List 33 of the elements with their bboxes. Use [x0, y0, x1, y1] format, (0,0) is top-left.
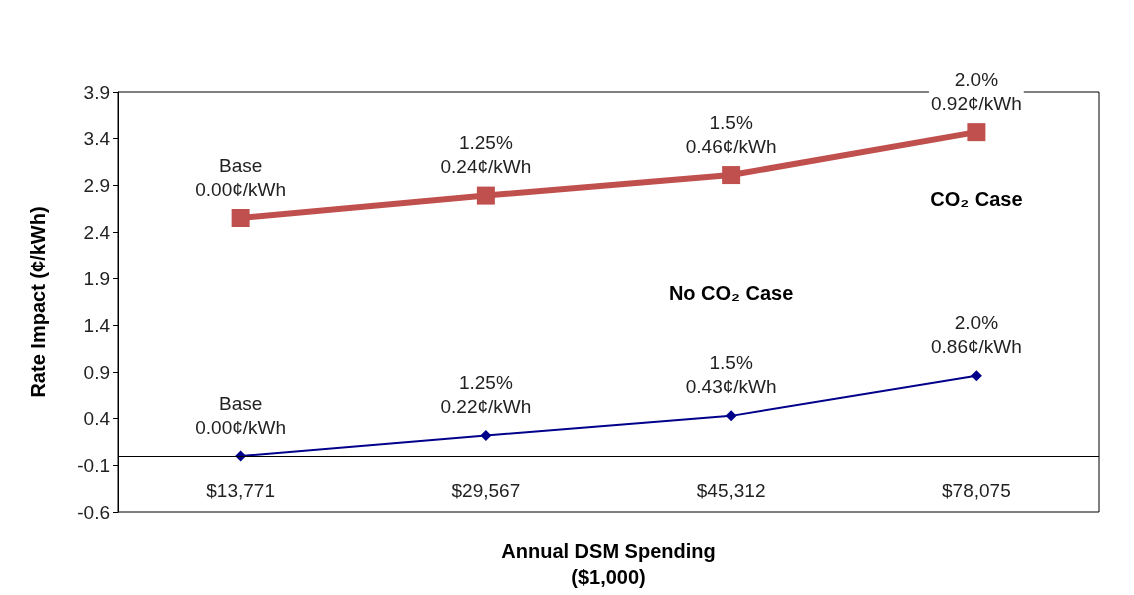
y-tick-label: 0.4: [83, 408, 111, 430]
y-tick-label: 1.4: [83, 314, 111, 336]
annotation: 2.0% 0.86¢/kWh: [930, 312, 1022, 358]
point: [476, 186, 495, 205]
x-axis-title: Annual DSM Spending ($1,000): [501, 540, 716, 588]
annotation: 1.5% 0.46¢/kWh: [685, 111, 777, 157]
x-tick-label: $78,075: [942, 480, 1011, 501]
annotation: Base 0.00¢/kWh: [195, 154, 287, 200]
y-tick-label: 2.4: [83, 221, 111, 243]
annotation: Base 0.00¢/kWh: [195, 392, 287, 438]
point: [231, 209, 250, 227]
point: [480, 429, 492, 441]
annotation: No CO₂ Case: [668, 281, 794, 304]
y-axis-title: Rate Impact (¢/kWh): [27, 206, 49, 398]
point: [722, 166, 741, 185]
point: [967, 123, 986, 142]
annotation: CO₂ Case: [930, 188, 1023, 211]
x-tick-label: $13,771: [206, 480, 275, 501]
y-tick-label: 0.9: [83, 361, 110, 383]
x-tick-label: $29,567: [451, 480, 521, 501]
y-tick-label: 2.9: [83, 174, 110, 196]
point: [970, 370, 982, 382]
y-tick-label: -0.1: [77, 454, 110, 476]
annotation: 1.25% 0.24¢/kWh: [440, 132, 532, 178]
y-tick-label: 1.9: [83, 268, 110, 290]
annotation: 1.25% 0.22¢/kWh: [440, 371, 532, 417]
annotation: 2.0% 0.92¢/kWh: [930, 68, 1022, 114]
annotation: 1.5% 0.43¢/kWh: [685, 352, 777, 398]
y-tick-label: 3.9: [83, 81, 110, 103]
y-tick-label: -0.6: [77, 501, 110, 523]
point: [725, 410, 737, 422]
x-tick-label: $45,312: [696, 480, 766, 501]
y-tick-label: 3.4: [83, 128, 111, 150]
